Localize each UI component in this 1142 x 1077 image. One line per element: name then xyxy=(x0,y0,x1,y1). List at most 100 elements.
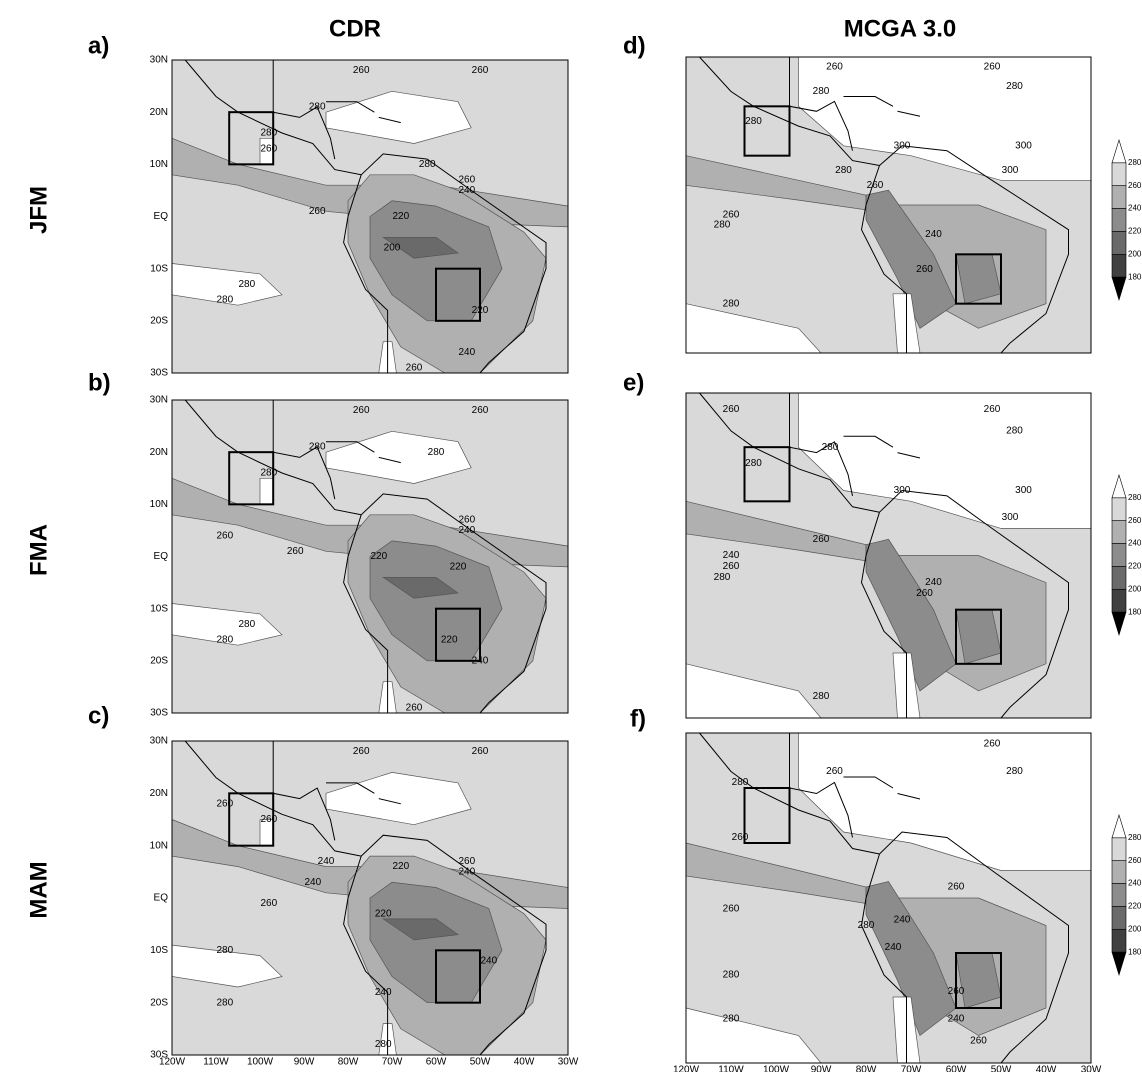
coastline xyxy=(843,96,894,107)
coastline xyxy=(360,834,547,1056)
contour-label: 260 xyxy=(916,264,933,275)
panel-label: c) xyxy=(88,702,109,729)
region-box xyxy=(955,952,1002,1009)
colorbar-label: 220 xyxy=(1128,902,1142,911)
contour-label: 220 xyxy=(370,551,387,562)
contour-label: 280 xyxy=(216,997,233,1008)
lon-tick-label: 100W xyxy=(247,1057,274,1068)
contour-label: 260 xyxy=(353,65,370,76)
map-frame xyxy=(685,392,1092,719)
coastline xyxy=(897,110,921,117)
contour-region xyxy=(865,538,957,692)
lon-tick-label: 40W xyxy=(1036,1065,1057,1072)
lon-tick-label: 70W xyxy=(901,1065,922,1072)
contour-label: 280 xyxy=(419,159,436,170)
region-box xyxy=(955,253,1002,305)
lat-tick-label: 10N xyxy=(150,159,168,170)
contour-label: 240 xyxy=(925,229,942,240)
colorbar-label: 240 xyxy=(1128,204,1142,213)
contour-label: 260 xyxy=(723,210,740,221)
contour-label: 260 xyxy=(723,561,740,572)
colorbar-label: 280 xyxy=(1128,833,1142,842)
colorbar-label: 220 xyxy=(1128,562,1142,571)
coastline xyxy=(184,59,362,176)
contour-label: 260 xyxy=(813,534,830,545)
panel-label: b) xyxy=(88,369,111,396)
lon-tick-label: 50W xyxy=(470,1057,491,1068)
contour-label: 280 xyxy=(813,691,830,702)
contour-label: 260 xyxy=(406,362,423,373)
coastline xyxy=(326,101,375,113)
contour-label: 280 xyxy=(745,116,762,127)
lat-tick-label: 30N xyxy=(150,55,168,66)
contour-label: 260 xyxy=(984,404,1001,415)
contour-label: 260 xyxy=(867,180,884,191)
colorbar-segment xyxy=(1111,253,1127,278)
colorbar-segment xyxy=(1111,497,1127,522)
lon-tick-label: 100W xyxy=(763,1065,790,1072)
colorbar-segment xyxy=(1111,906,1127,930)
contour-label: 280 xyxy=(309,102,326,113)
lon-tick-label: 120W xyxy=(159,1057,186,1068)
coastline xyxy=(879,489,1069,719)
lon-tick-label: 110W xyxy=(718,1065,744,1072)
contour-label: 280 xyxy=(745,458,762,469)
colorbar-segment xyxy=(1111,185,1127,209)
column-title: MCGA 3.0 xyxy=(844,15,956,42)
contour-label: 280 xyxy=(216,635,233,646)
coastline xyxy=(272,60,336,160)
coastline xyxy=(378,798,401,805)
panel-label: d) xyxy=(623,32,646,59)
map-panel: 260 260 280 280 260 260 240 280 260 240 260 280 240 2… xyxy=(685,732,1092,1064)
coastline xyxy=(378,456,401,464)
lon-tick-label: 60W xyxy=(426,1057,447,1068)
lat-tick-label: EQ xyxy=(154,893,169,904)
colorbar-segment xyxy=(1111,276,1127,302)
lon-tick-label: 110W xyxy=(203,1057,229,1068)
lon-tick-label: 30W xyxy=(1081,1065,1102,1072)
coastline xyxy=(699,732,880,855)
contour-label: 240 xyxy=(458,185,475,196)
contour-label: 240 xyxy=(304,877,321,888)
contour-label: 280 xyxy=(1006,766,1023,777)
colorbar-segment xyxy=(1111,928,1127,953)
contour-label: 240 xyxy=(894,915,911,926)
contour-label: 200 xyxy=(384,242,401,253)
contour-label: 240 xyxy=(458,866,475,877)
coastline xyxy=(789,57,853,151)
colorbar-label: 240 xyxy=(1128,539,1142,548)
region-box xyxy=(228,792,275,847)
colorbar-label: 180 xyxy=(1128,947,1142,956)
coastline xyxy=(184,399,362,516)
contour-label: 260 xyxy=(472,405,489,416)
colorbar-segment xyxy=(1111,520,1127,544)
contour-label: 240 xyxy=(375,987,392,998)
panel-label: e) xyxy=(623,369,644,396)
row-title: MAM xyxy=(25,861,52,918)
lat-tick-label: 10S xyxy=(150,263,168,274)
colorbar-label: 260 xyxy=(1128,856,1142,865)
region-box xyxy=(743,105,791,157)
lon-tick-label: 60W xyxy=(946,1065,967,1072)
colorbar-label: 240 xyxy=(1128,879,1142,888)
contour-label: 300 xyxy=(1002,165,1019,176)
contour-label: 260 xyxy=(472,746,489,757)
coastline xyxy=(360,153,547,374)
contour-label: 260 xyxy=(916,588,933,599)
colorbar-segment xyxy=(1111,883,1127,907)
contour-region xyxy=(259,477,274,505)
contour-label: 260 xyxy=(216,530,233,541)
map-frame xyxy=(685,56,1092,354)
coastline xyxy=(360,493,547,714)
colorbar-label: 180 xyxy=(1128,607,1142,616)
map-frame xyxy=(171,740,569,1056)
coastline xyxy=(879,831,1069,1064)
contour-label: 260 xyxy=(826,62,843,73)
colorbar-segment xyxy=(1111,951,1127,977)
contour-label: 220 xyxy=(375,908,392,919)
contour-label: 280 xyxy=(822,442,839,453)
